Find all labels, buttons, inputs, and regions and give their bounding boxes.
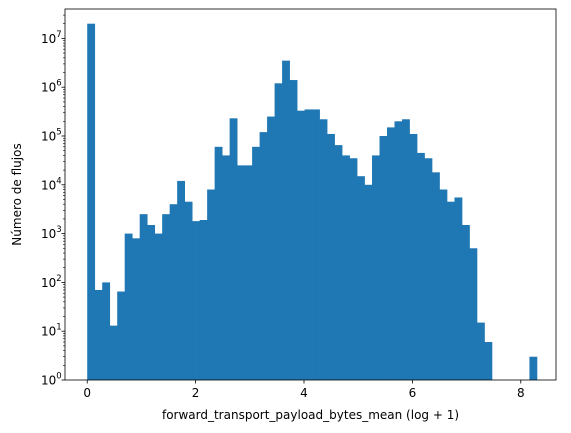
- histogram-bar: [267, 116, 275, 380]
- histogram-bar: [102, 282, 111, 380]
- y-tick-label: 100: [41, 372, 62, 388]
- y-tick-label: 107: [41, 30, 62, 46]
- histogram-bar: [446, 201, 455, 380]
- histogram-bar: [394, 121, 403, 381]
- histogram-bar: [454, 197, 463, 380]
- histogram-bar: [154, 233, 163, 380]
- histogram-bar: [169, 204, 178, 380]
- y-tick-label: 106: [41, 79, 62, 95]
- x-axis-label: forward_transport_payload_bytes_mean (lo…: [162, 408, 459, 422]
- histogram-bar: [379, 135, 388, 380]
- x-tick-label: 0: [83, 386, 91, 400]
- histogram-bar: [199, 219, 208, 380]
- histogram-bar: [147, 225, 156, 380]
- histogram-bar: [476, 322, 485, 380]
- y-axis-label: Número de flujos: [10, 143, 24, 245]
- histogram-bar: [469, 248, 478, 380]
- histogram-bar: [304, 109, 313, 380]
- x-tick-label: 2: [192, 386, 200, 400]
- histogram-bar: [409, 133, 418, 380]
- histogram-bar: [229, 118, 238, 380]
- histogram-bar: [192, 221, 200, 380]
- histogram-bar: [461, 225, 470, 380]
- histogram-bar: [87, 23, 96, 380]
- histogram-bar: [439, 189, 448, 380]
- x-tick-label: 6: [409, 386, 417, 400]
- histogram-bar: [349, 158, 358, 380]
- plot-frame: [64, 8, 557, 381]
- histogram-bar: [139, 214, 148, 380]
- x-tick-label: 4: [300, 386, 308, 400]
- y-tick-label: 102: [41, 274, 62, 290]
- y-tick-label: 104: [41, 176, 62, 192]
- x-tick-label: 8: [517, 386, 525, 400]
- histogram-bar: [484, 342, 493, 380]
- histogram-bar: [364, 184, 373, 380]
- y-axis-ticks: 100 101 102 103 104 105 106 107: [41, 14, 65, 388]
- histogram-bar: [387, 127, 395, 380]
- histogram-bar: [327, 133, 335, 380]
- x-axis-ticks: 0 2 4 6 8: [83, 380, 525, 400]
- histogram-bar: [319, 119, 328, 380]
- histogram-bar: [252, 146, 260, 380]
- histogram-bar: [259, 132, 268, 380]
- histogram-bar: [334, 145, 343, 380]
- histogram-bar: [424, 158, 433, 380]
- histogram-bar: [184, 201, 193, 380]
- axes-frame: [64, 8, 557, 381]
- histogram-bar: [342, 155, 350, 380]
- histogram-bar: [109, 325, 118, 380]
- histogram-bar: [312, 109, 320, 380]
- histogram-bar: [357, 176, 365, 380]
- histogram-bar: [282, 60, 290, 380]
- histogram-bar: [417, 152, 425, 380]
- y-tick-label: 101: [41, 323, 62, 339]
- histogram-bar: [132, 238, 141, 380]
- histogram-bar: [237, 165, 245, 380]
- histogram-bar: [222, 155, 230, 380]
- histogram-bar: [289, 80, 298, 381]
- histogram-bar: [117, 291, 126, 380]
- y-tick-label: 105: [41, 127, 62, 143]
- histogram-bar: [529, 356, 538, 380]
- histogram-bar: [431, 172, 440, 380]
- histogram-bar: [214, 146, 223, 380]
- histogram-bar: [124, 233, 133, 380]
- histogram-bar: [94, 289, 103, 380]
- histogram-bar: [402, 119, 410, 380]
- histogram-bars: [87, 23, 538, 381]
- histogram-bar: [207, 189, 215, 380]
- histogram-bar: [244, 165, 253, 380]
- histogram-bar: [297, 110, 305, 381]
- histogram-bar: [274, 83, 283, 380]
- histogram-bar: [162, 214, 171, 380]
- y-tick-label: 103: [41, 225, 62, 241]
- histogram-bar: [177, 180, 186, 380]
- histogram-bar: [372, 155, 380, 380]
